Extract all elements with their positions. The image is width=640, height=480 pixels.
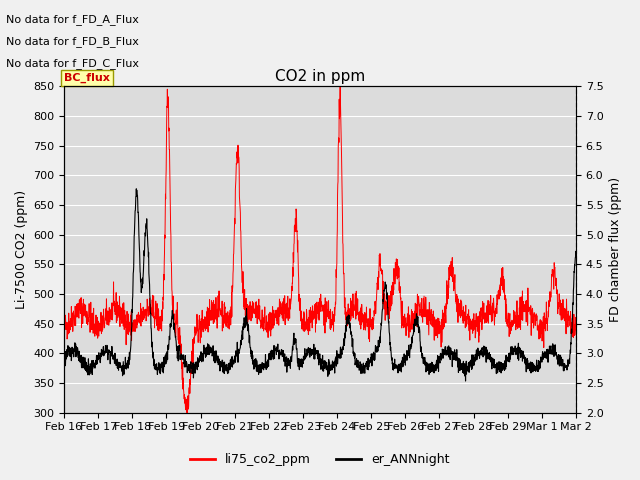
Y-axis label: FD chamber flux (ppm): FD chamber flux (ppm) [609,177,622,322]
Text: No data for f_FD_A_Flux: No data for f_FD_A_Flux [6,14,140,25]
Text: No data for f_FD_C_Flux: No data for f_FD_C_Flux [6,58,140,69]
Y-axis label: Li-7500 CO2 (ppm): Li-7500 CO2 (ppm) [15,190,28,309]
Title: CO2 in ppm: CO2 in ppm [275,69,365,84]
Text: No data for f_FD_B_Flux: No data for f_FD_B_Flux [6,36,140,47]
Legend: li75_co2_ppm, er_ANNnight: li75_co2_ppm, er_ANNnight [186,448,454,471]
Text: BC_flux: BC_flux [64,73,110,83]
